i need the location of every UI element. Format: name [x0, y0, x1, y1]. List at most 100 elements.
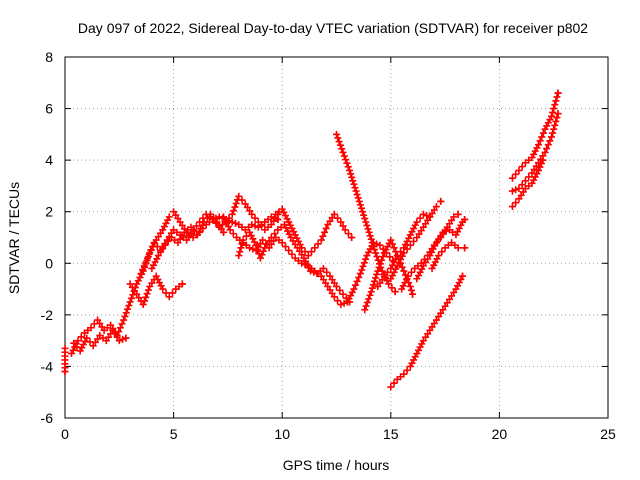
data-point: [119, 335, 127, 343]
data-point: [380, 272, 388, 280]
x-tick-labels: 0 5 10 15 20 25: [61, 426, 616, 442]
data-point: [259, 236, 267, 244]
data-point: [142, 258, 150, 266]
data-point: [553, 114, 561, 122]
data-point: [165, 213, 173, 221]
data-point: [372, 274, 380, 282]
data-point: [371, 246, 379, 254]
data-point: [375, 263, 383, 271]
data-point: [304, 252, 312, 260]
data-point: [238, 240, 246, 248]
data-point: [404, 272, 412, 280]
data-point: [353, 277, 361, 285]
data-point: [538, 133, 546, 141]
data-point: [237, 244, 245, 252]
series-track-p: [413, 215, 469, 283]
series-track-m: [387, 197, 445, 283]
y-tick-labels: -6 -4 -2 0 2 4 6 8: [41, 49, 54, 426]
data-point: [248, 210, 256, 218]
x-tick-label: 0: [61, 426, 69, 442]
data-point: [536, 137, 544, 145]
data-point: [552, 97, 560, 105]
data-point: [552, 117, 560, 125]
data-point: [512, 170, 520, 178]
data-point: [508, 174, 516, 182]
data-point: [118, 320, 126, 328]
data-point: [360, 211, 368, 219]
data-point: [334, 134, 342, 142]
data-point: [347, 170, 355, 178]
data-point: [147, 246, 155, 254]
data-point: [210, 214, 218, 222]
data-point: [333, 282, 340, 290]
data-point: [387, 236, 395, 244]
data-point: [230, 207, 238, 215]
data-point: [348, 173, 356, 181]
data-point: [376, 260, 384, 268]
data-point: [120, 316, 128, 324]
data-point: [368, 239, 376, 247]
plot-frame: [64, 56, 609, 419]
data-point: [74, 337, 82, 345]
series-track-r: [508, 89, 562, 182]
data-point: [226, 226, 234, 234]
data-point: [388, 240, 396, 248]
data-point: [515, 185, 523, 193]
data-point: [461, 215, 469, 223]
data-point: [232, 199, 240, 207]
data-point: [70, 339, 78, 347]
data-point: [361, 215, 369, 223]
data-point: [278, 239, 286, 247]
data-point: [376, 241, 384, 249]
data-point: [508, 203, 516, 211]
data-point: [403, 245, 411, 253]
data-point: [363, 298, 371, 306]
data-point: [363, 221, 371, 229]
data-point: [369, 281, 377, 289]
data-point: [521, 177, 529, 185]
data-point: [164, 237, 172, 245]
data-point: [356, 201, 364, 209]
x-tick-label: 20: [492, 426, 508, 442]
data-point: [534, 166, 542, 174]
data-point: [254, 246, 262, 254]
data-point: [281, 243, 289, 251]
data-point: [187, 223, 195, 231]
data-point: [541, 148, 549, 156]
data-point: [346, 298, 354, 306]
data-point: [454, 210, 462, 218]
data-point: [352, 281, 360, 289]
data-point: [144, 254, 152, 262]
data-point: [251, 214, 259, 222]
data-point: [549, 129, 557, 137]
data-point: [115, 337, 123, 345]
y-tick-label: 0: [45, 255, 53, 271]
data-point: [356, 270, 364, 278]
data-point: [410, 237, 418, 245]
data-point: [142, 293, 150, 301]
data-marks: [61, 89, 562, 391]
data-point: [140, 262, 148, 270]
data-point: [337, 218, 345, 226]
data-point: [139, 301, 147, 309]
data-point: [361, 306, 369, 314]
data-point: [458, 272, 466, 280]
data-point: [407, 268, 415, 276]
data-point: [550, 125, 558, 133]
data-point: [373, 270, 381, 278]
data-point: [203, 214, 211, 222]
data-point: [406, 241, 414, 249]
data-point: [378, 256, 386, 264]
data-point: [387, 383, 395, 391]
data-point: [423, 212, 431, 220]
data-point: [338, 145, 346, 153]
data-point: [362, 255, 370, 263]
data-point: [162, 289, 170, 297]
y-tick-label: 8: [45, 49, 53, 65]
data-point: [553, 93, 561, 101]
data-point: [442, 227, 450, 235]
data-point: [537, 160, 545, 168]
data-point: [349, 177, 357, 185]
data-point: [366, 291, 374, 299]
